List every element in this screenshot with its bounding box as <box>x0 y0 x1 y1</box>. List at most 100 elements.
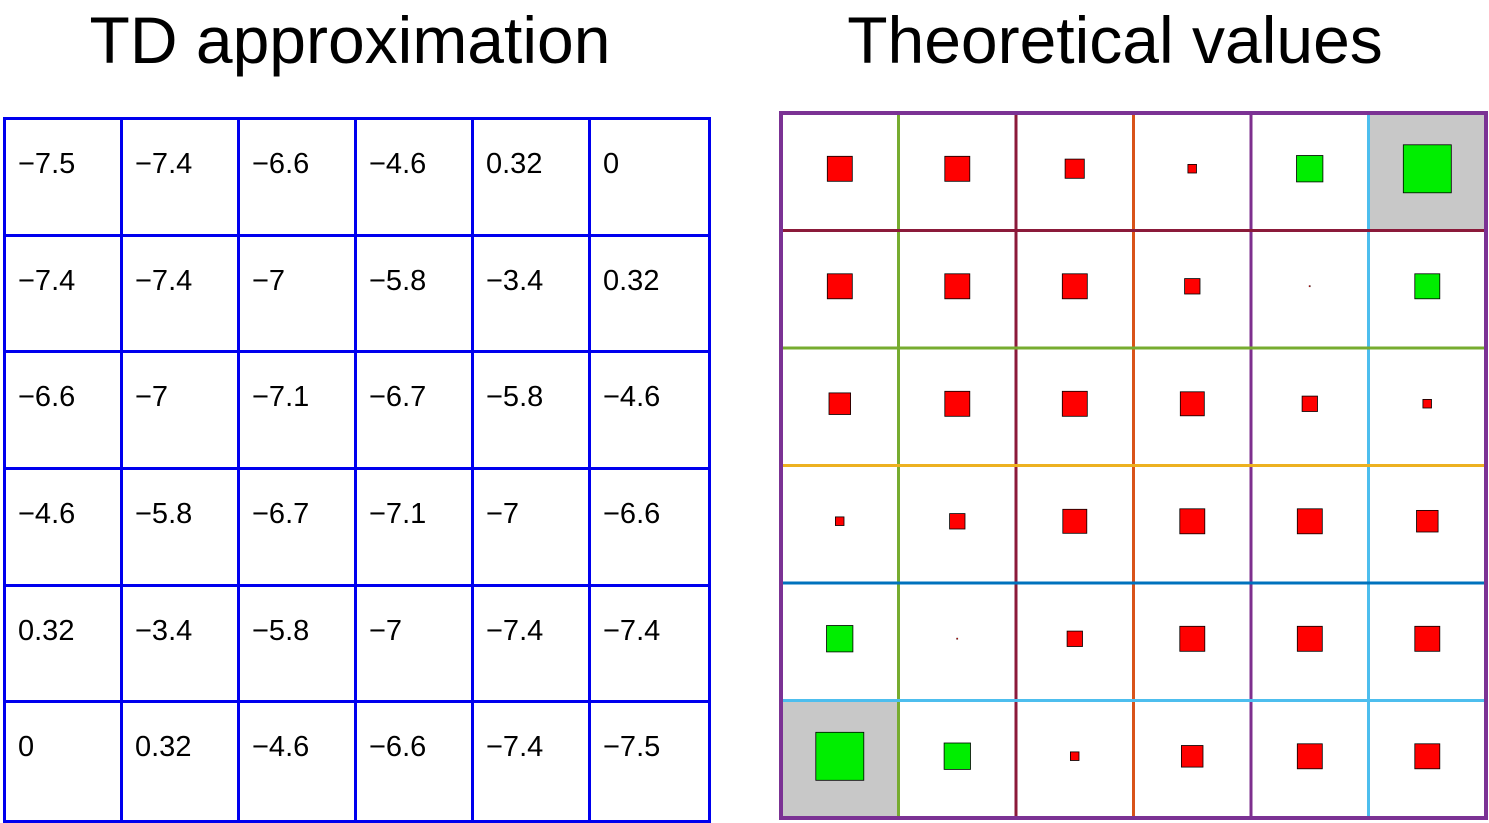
value-marker <box>828 392 852 415</box>
value-marker <box>943 742 971 770</box>
td-cell-value: −5.8 <box>252 614 310 647</box>
td-cell: −6.6 <box>6 353 123 470</box>
td-cell-value: −7.4 <box>486 731 544 764</box>
td-cell: −7 <box>123 353 240 470</box>
td-cell-value: −7.4 <box>603 614 661 647</box>
value-marker <box>1416 509 1439 533</box>
td-cell: −6.7 <box>357 353 474 470</box>
td-cell: −7.1 <box>357 469 474 587</box>
td-cell-value: −7 <box>252 264 286 297</box>
td-cell: −6.7 <box>240 469 357 587</box>
value-marker <box>1296 155 1324 183</box>
td-cell: −7.4 <box>591 587 708 704</box>
td-cell-value: 0 <box>603 148 620 180</box>
td-cell-value: −7.5 <box>18 148 76 180</box>
td-cell-value: −4.6 <box>603 381 661 414</box>
td-cell-value: −6.6 <box>18 381 76 414</box>
value-marker <box>1064 158 1085 179</box>
value-marker <box>1296 508 1323 535</box>
value-marker <box>1308 285 1311 288</box>
td-cell-value: −5.8 <box>369 264 427 297</box>
value-marker <box>1180 745 1204 768</box>
td-cell-value: −7.5 <box>603 731 661 764</box>
td-cell-value: 0.32 <box>135 731 192 764</box>
td-cell: −7 <box>357 586 474 704</box>
td-cell-value: 0 <box>18 731 35 764</box>
td-cell: −5.8 <box>240 586 357 704</box>
td-cell: 0.32 <box>6 586 123 704</box>
value-marker <box>1422 398 1432 409</box>
value-marker <box>815 731 865 781</box>
td-cell: −7.5 <box>6 120 123 237</box>
td-cell: 0.32 <box>591 237 708 354</box>
td-cell: −7.4 <box>123 120 240 237</box>
td-cell-value: −6.7 <box>252 497 310 530</box>
td-cell: −4.6 <box>240 703 357 820</box>
theoretical-values-grid <box>779 111 1488 820</box>
value-marker <box>1179 508 1206 535</box>
td-cell: −7 <box>474 469 591 587</box>
td-cell: −7.4 <box>6 236 123 354</box>
value-marker <box>1179 391 1205 417</box>
td-cell: 0.32 <box>123 703 240 820</box>
td-cell: −7.4 <box>474 586 591 704</box>
td-cell: 0 <box>591 120 708 237</box>
td-cell: 0 <box>6 703 123 820</box>
value-marker <box>1402 144 1452 194</box>
td-cell: −4.6 <box>6 469 123 587</box>
value-marker <box>1414 273 1441 300</box>
value-marker <box>826 273 853 300</box>
td-cell-value: −3.4 <box>135 614 193 647</box>
td-value-grid: −7.5 −7.4 −6.6 −4.6 0.32 0 −7.4 −7.4 −7 −5.8 −3.4 0… <box>3 117 711 823</box>
td-cell: −6.6 <box>591 470 708 587</box>
td-cell-value: −6.6 <box>369 731 427 764</box>
td-cell-value: −4.6 <box>252 731 310 764</box>
value-marker <box>944 155 971 182</box>
value-marker <box>835 516 845 526</box>
td-cell-value: −7.1 <box>369 497 427 530</box>
td-cell-value: −7.4 <box>18 264 76 297</box>
td-cell: −7.4 <box>474 703 591 820</box>
value-marker <box>956 637 959 640</box>
td-cell-value: −5.8 <box>486 381 544 414</box>
td-cell: −4.6 <box>357 120 474 237</box>
theoretical-values-title: Theoretical values <box>847 3 1383 77</box>
td-cell-value: −6.6 <box>603 497 661 530</box>
td-cell: −7.4 <box>123 236 240 354</box>
value-marker <box>826 625 854 653</box>
td-cell-value: −5.8 <box>135 497 193 530</box>
td-cell-value: −7 <box>369 614 403 647</box>
td-cell-value: 0.32 <box>603 264 660 297</box>
value-marker <box>1184 278 1201 295</box>
value-marker <box>1414 625 1441 652</box>
value-marker <box>944 273 971 300</box>
td-cell: −6.6 <box>357 703 474 820</box>
td-cell-value: −7.4 <box>486 614 544 647</box>
td-cell: −7 <box>240 236 357 354</box>
td-cell-value: −7.1 <box>252 381 310 414</box>
value-marker <box>949 513 966 530</box>
value-marker <box>1301 395 1318 412</box>
value-marker <box>944 390 971 417</box>
value-marker <box>1069 751 1080 761</box>
td-cell-value: −6.7 <box>369 381 427 414</box>
td-cell-value: −7 <box>486 497 520 530</box>
td-cell-value: 0.32 <box>486 148 543 180</box>
td-cell: −5.8 <box>474 353 591 470</box>
td-cell-value: −4.6 <box>18 497 76 530</box>
value-marker <box>1179 625 1206 652</box>
td-cell-value: 0.32 <box>18 614 75 647</box>
td-cell-value: −6.6 <box>252 148 310 180</box>
value-marker <box>1414 743 1441 770</box>
td-cell: −7.1 <box>240 353 357 470</box>
td-cell: −3.4 <box>123 586 240 704</box>
value-marker <box>1296 625 1323 652</box>
value-marker <box>1066 630 1083 647</box>
value-marker <box>1187 164 1197 174</box>
value-marker <box>1061 273 1088 300</box>
td-cell: −4.6 <box>591 353 708 470</box>
td-cell: −5.8 <box>123 469 240 587</box>
td-cell: −3.4 <box>474 236 591 354</box>
td-cell-value: −7.4 <box>135 148 193 180</box>
value-marker <box>1061 390 1088 417</box>
